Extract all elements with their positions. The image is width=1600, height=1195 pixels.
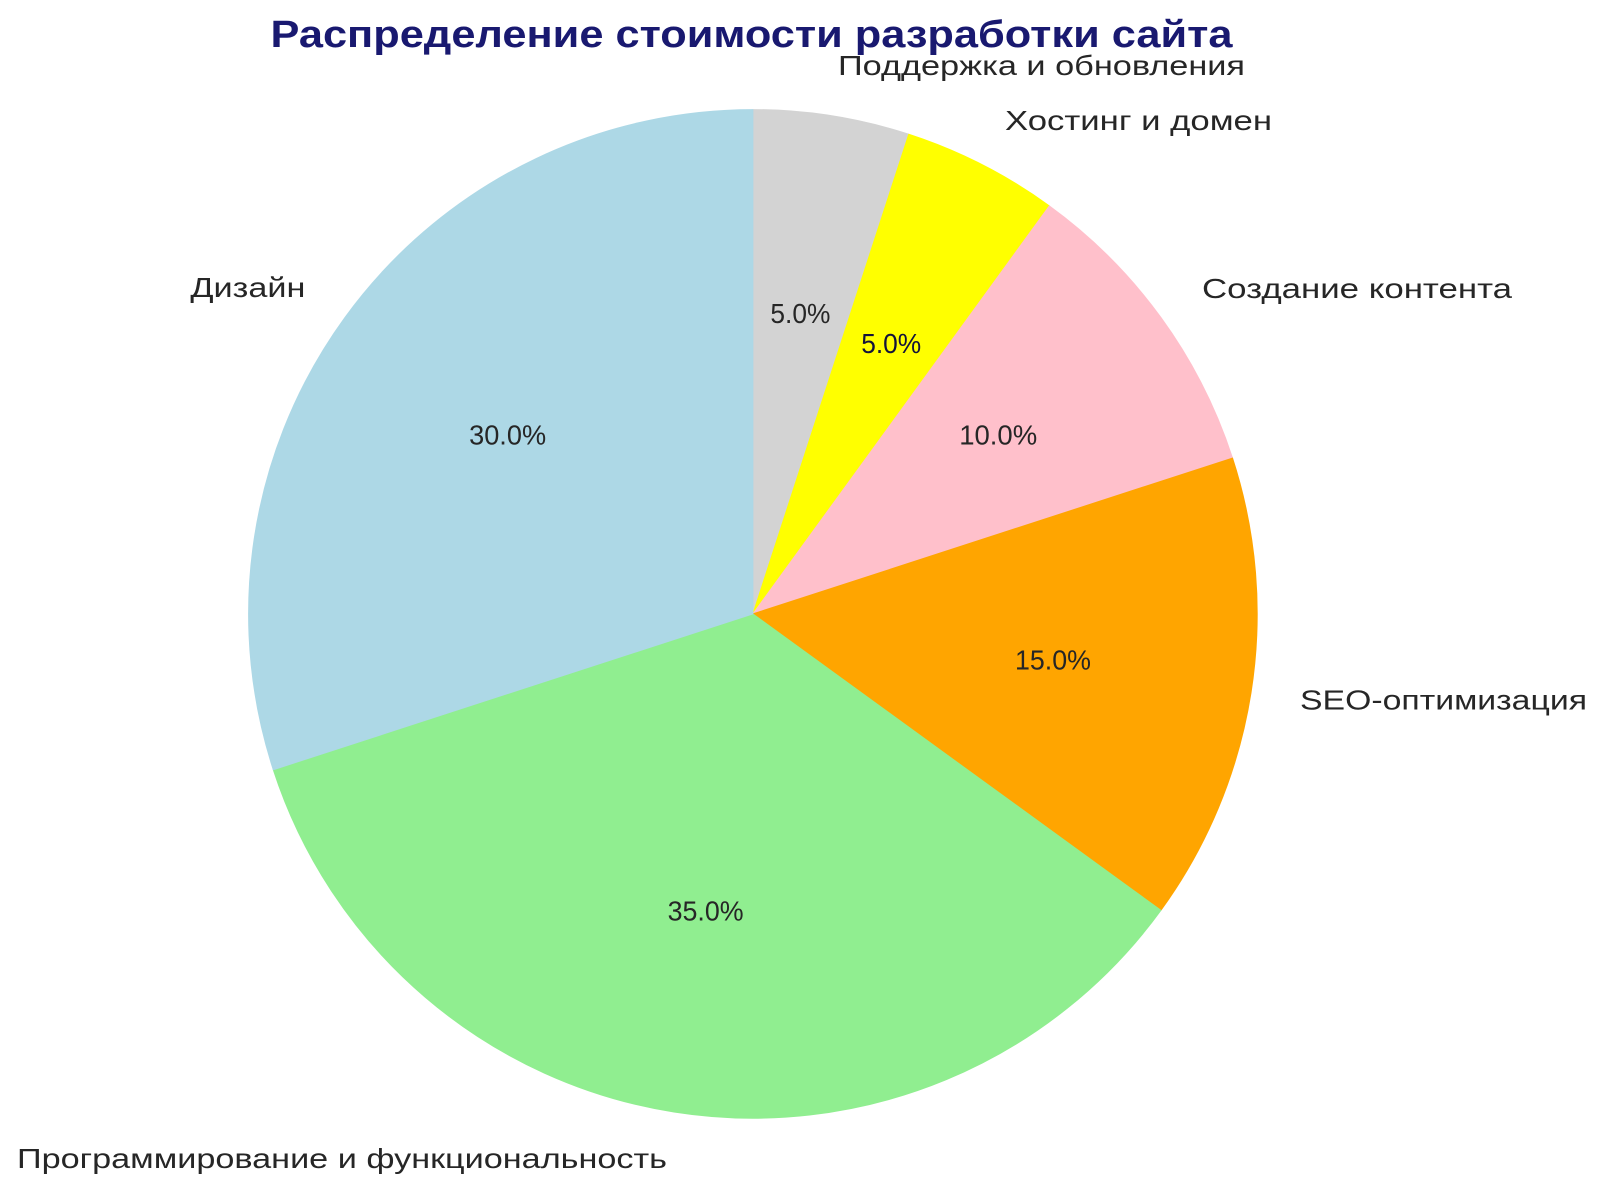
svg-text:15.0%: 15.0% xyxy=(1015,645,1091,676)
svg-text:30.0%: 30.0% xyxy=(469,420,546,451)
svg-text:35.0%: 35.0% xyxy=(668,896,744,927)
svg-text:Хостинг и домен: Хостинг и домен xyxy=(1005,105,1272,136)
svg-text:Поддержка и обновления: Поддержка и обновления xyxy=(838,50,1245,81)
svg-text:Дизайн: Дизайн xyxy=(190,272,305,303)
svg-text:5.0%: 5.0% xyxy=(770,298,830,329)
svg-text:Программирование и функциональ: Программирование и функциональность xyxy=(17,1143,667,1174)
svg-text:5.0%: 5.0% xyxy=(861,328,921,359)
svg-text:SEO-оптимизация: SEO-оптимизация xyxy=(1300,685,1587,716)
svg-text:Создание контента: Создание контента xyxy=(1202,273,1513,304)
svg-text:Распределение стоимости разраб: Распределение стоимости разработки сайта xyxy=(271,14,1234,56)
svg-text:10.0%: 10.0% xyxy=(959,420,1037,451)
